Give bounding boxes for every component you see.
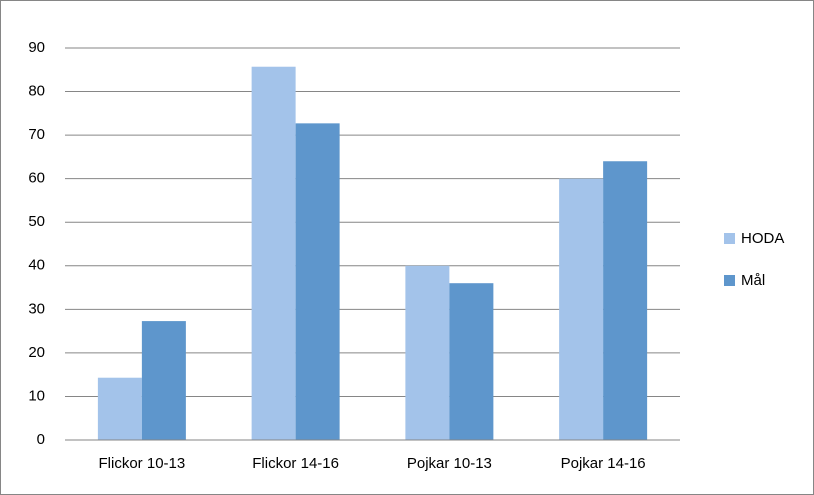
legend-label: Mål — [741, 272, 765, 289]
y-tick-label: 60 — [28, 170, 45, 187]
x-tick-label: Pojkar 14-16 — [561, 455, 646, 472]
x-tick-label: Flickor 14-16 — [252, 455, 339, 472]
y-tick-label: 70 — [28, 126, 45, 143]
y-tick-label: 10 — [28, 387, 45, 404]
y-tick-label: 0 — [37, 431, 45, 448]
bar — [97, 377, 142, 440]
y-tick-label: 20 — [28, 344, 45, 361]
bar — [141, 321, 186, 440]
bar — [405, 265, 450, 440]
y-tick-label: 80 — [28, 83, 45, 100]
y-tick-label: 30 — [28, 300, 45, 317]
x-tick-label: Pojkar 10-13 — [407, 455, 492, 472]
bar — [251, 66, 296, 441]
bar — [449, 283, 494, 440]
legend-swatch — [724, 275, 735, 286]
x-tick-label: Flickor 10-13 — [99, 455, 186, 472]
legend-swatch — [724, 233, 735, 244]
bar — [559, 178, 604, 440]
y-tick-label: 50 — [28, 213, 45, 230]
y-tick-label: 90 — [28, 39, 45, 56]
bar — [295, 123, 340, 441]
legend-label: HODA — [741, 230, 784, 247]
y-tick-label: 40 — [28, 257, 45, 274]
bar — [603, 161, 648, 440]
